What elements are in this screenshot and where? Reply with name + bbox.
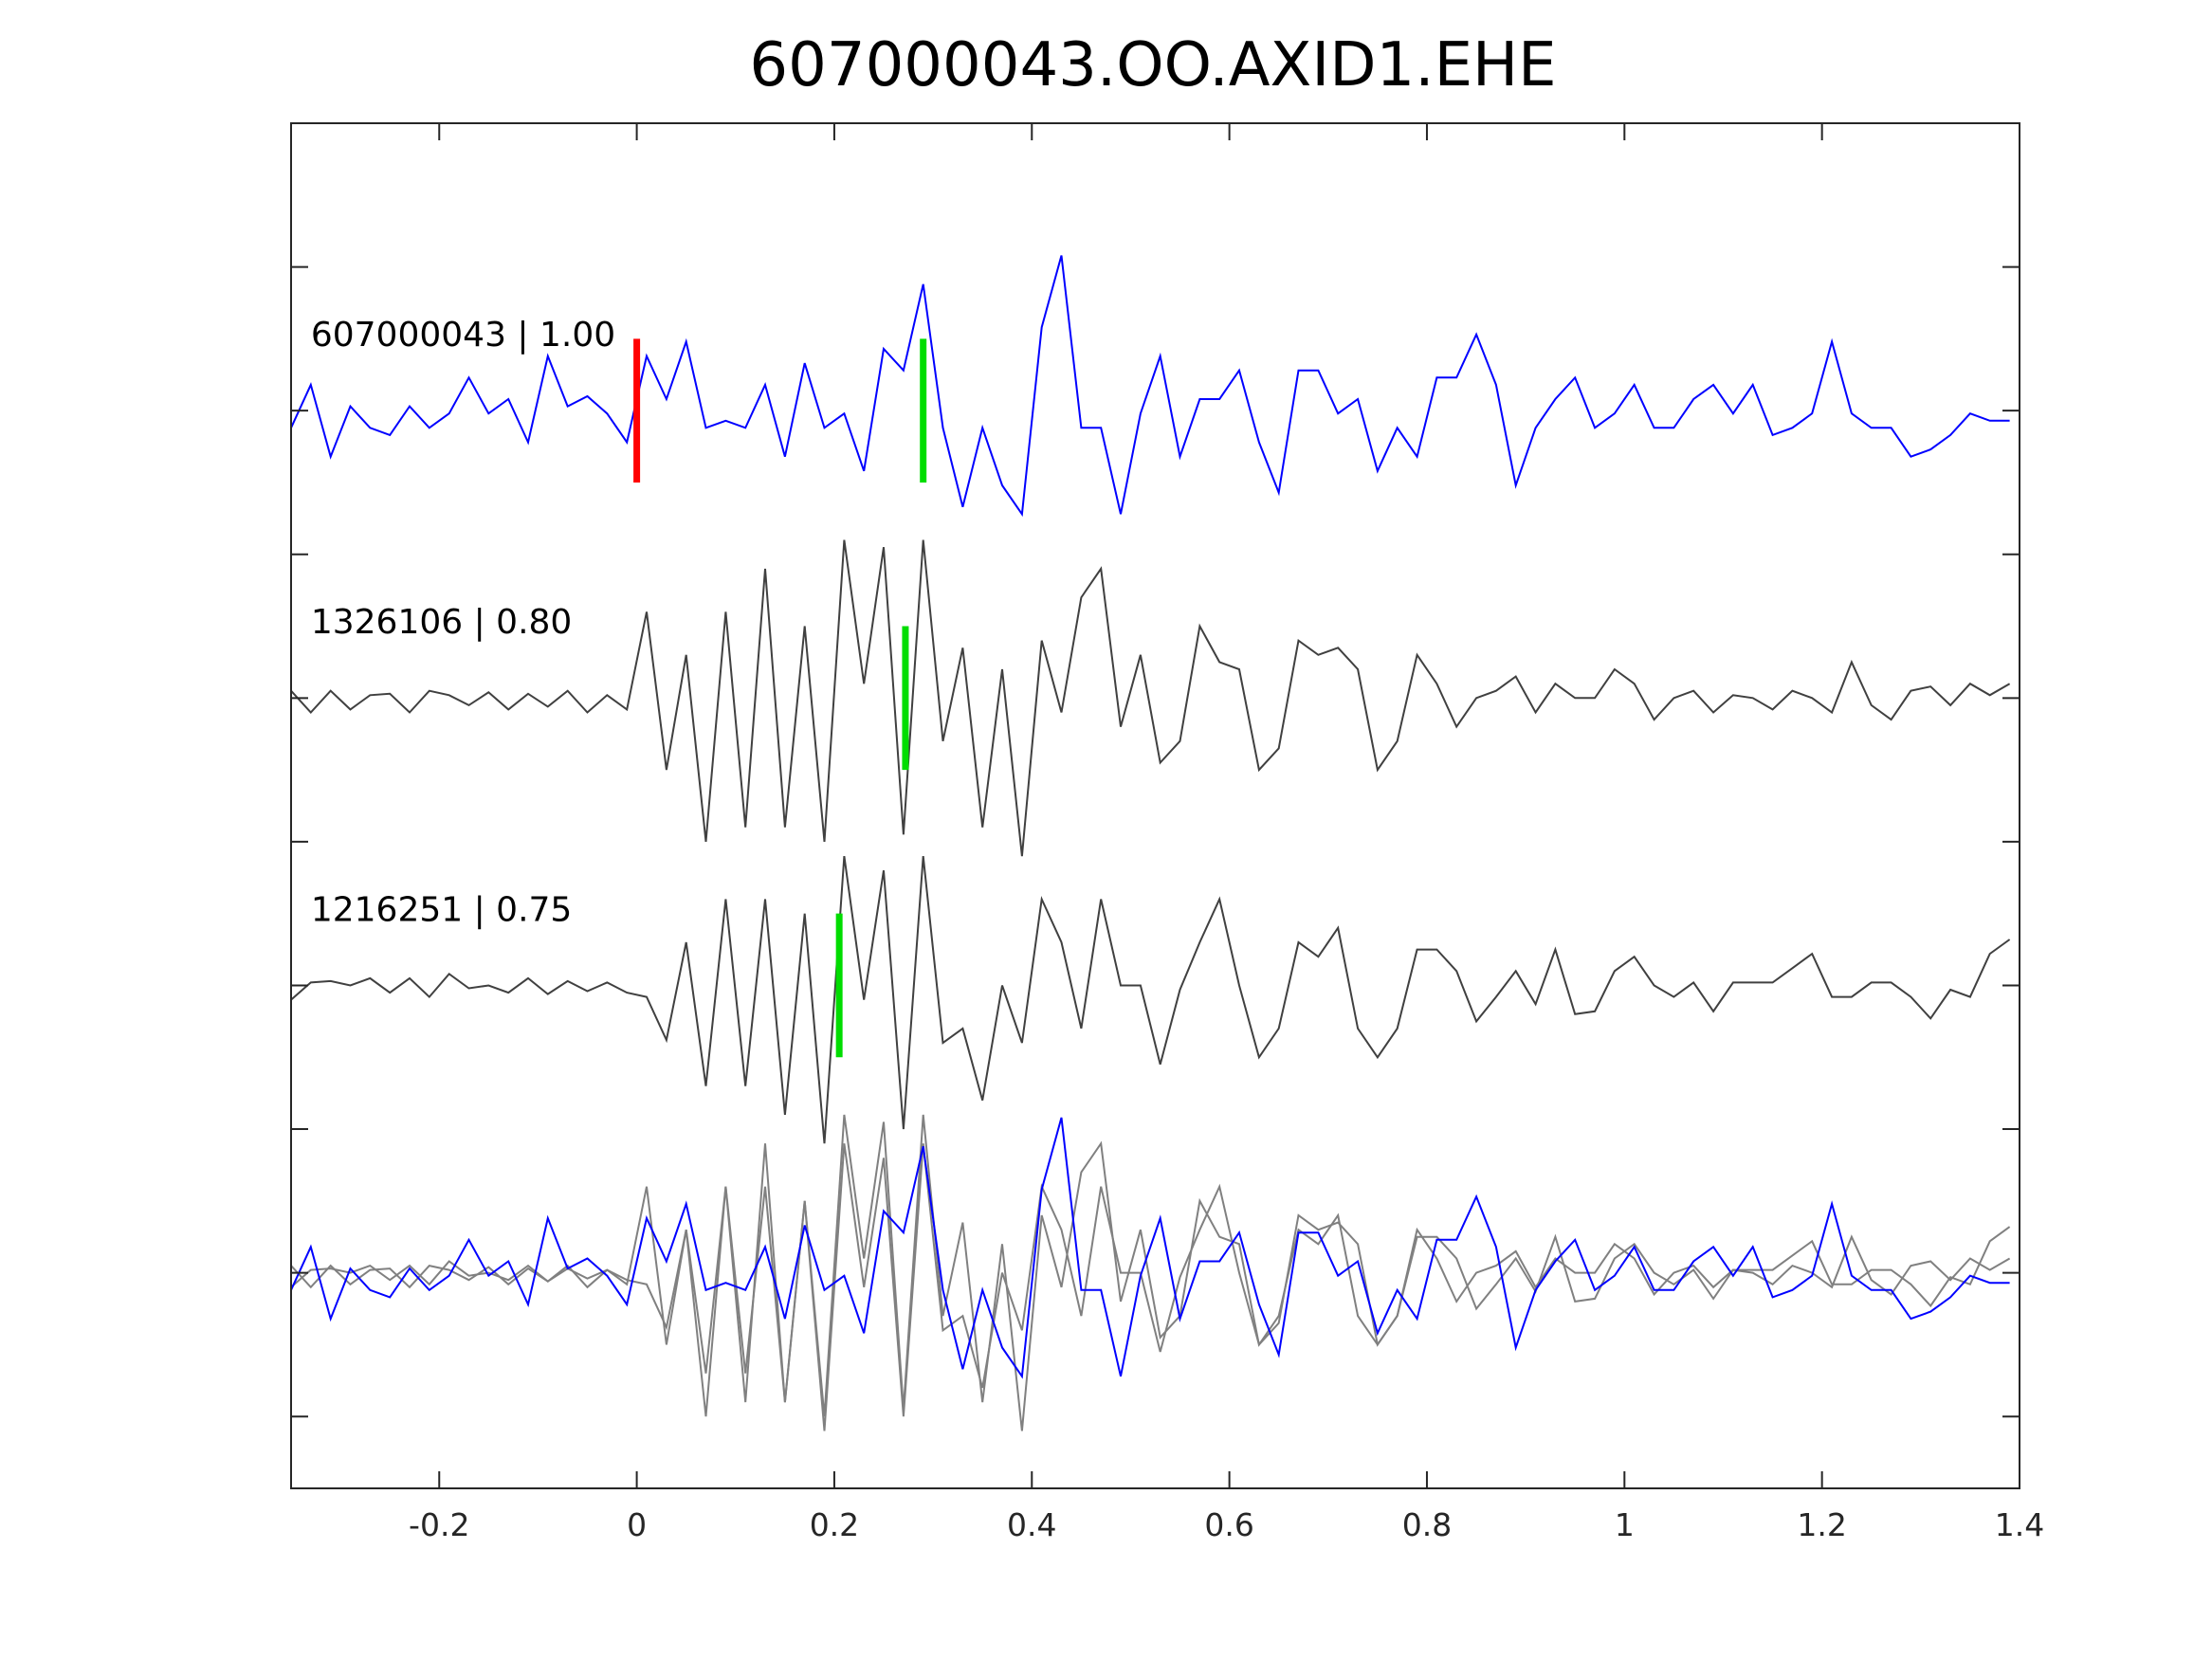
x-tick-label: 0 — [627, 1506, 647, 1543]
plot-frame — [290, 122, 2020, 1489]
x-tick-label: 1.2 — [1797, 1506, 1846, 1543]
x-tick-label: 1.4 — [1995, 1506, 2044, 1543]
picks-layer — [633, 338, 927, 1058]
x-tick-label: 0.2 — [810, 1506, 859, 1543]
x-tick-label: 0.4 — [1007, 1506, 1056, 1543]
overlay-trace-607000043 — [290, 1117, 2010, 1379]
x-tick-label: 0.8 — [1402, 1506, 1452, 1543]
x-tick-label: 1 — [1615, 1506, 1635, 1543]
trace-label: 1326106 | 0.80 — [311, 603, 573, 642]
trace-1216251 — [290, 855, 2011, 1144]
trace-607000043 — [290, 255, 2010, 518]
overlay-trace-1326106 — [290, 1114, 2011, 1431]
chart-title: 607000043.OO.AXID1.EHE — [749, 30, 1556, 100]
trace-label: 1216251 | 0.75 — [311, 890, 573, 929]
trace-label: 607000043 | 1.00 — [311, 316, 615, 355]
x-tick-label: 0.6 — [1204, 1506, 1253, 1543]
overlay-trace-1216251 — [290, 1143, 2011, 1431]
axes-layer: -0.2 0 0.2 0.4 0.6 0.8 1 1.2 1.4 — [291, 123, 2044, 1543]
x-tick-label: -0.2 — [409, 1506, 469, 1543]
trace-1326106 — [290, 539, 2011, 857]
trace-labels-layer: 607000043 | 1.00 1326106 | 0.80 1216251 | … — [311, 316, 615, 929]
traces-layer — [290, 255, 2011, 1431]
